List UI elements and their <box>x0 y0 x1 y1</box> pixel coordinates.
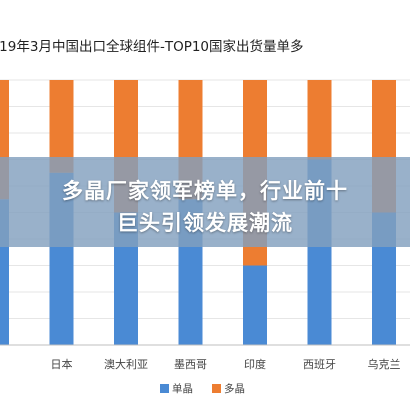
legend-item-1: 多晶 <box>212 381 245 396</box>
legend-swatch-1 <box>212 384 221 393</box>
legend-label-0: 单晶 <box>172 383 193 395</box>
category-label-2: 澳大利亚 <box>104 358 148 371</box>
bar-poly-5 <box>307 80 332 160</box>
bar-mono-0 <box>0 199 9 345</box>
category-label-4: 印度 <box>244 358 266 371</box>
category-label-6: 乌克兰 <box>367 358 401 371</box>
category-label-1: 日本 <box>50 358 73 371</box>
category-label-5: 西班牙 <box>303 358 336 371</box>
bar-poly-0 <box>0 80 9 200</box>
legend-item-0: 单晶 <box>160 381 193 396</box>
category-label-3: 墨西哥 <box>174 358 207 371</box>
headline-line-2: 巨头引领发展潮流 <box>117 211 293 235</box>
legend-label-1: 多晶 <box>224 383 245 395</box>
legend-swatch-0 <box>160 384 169 393</box>
chart-title: 2019年3月中国出口全球组件-TOP10国家出货量单多 <box>0 39 304 55</box>
bar-mono-4 <box>243 265 267 345</box>
headline-line-1: 多晶厂家领军榜单，行业前十 <box>62 179 348 203</box>
headline-banner: 多晶厂家领军榜单，行业前十 巨头引领发展潮流 <box>0 157 410 247</box>
